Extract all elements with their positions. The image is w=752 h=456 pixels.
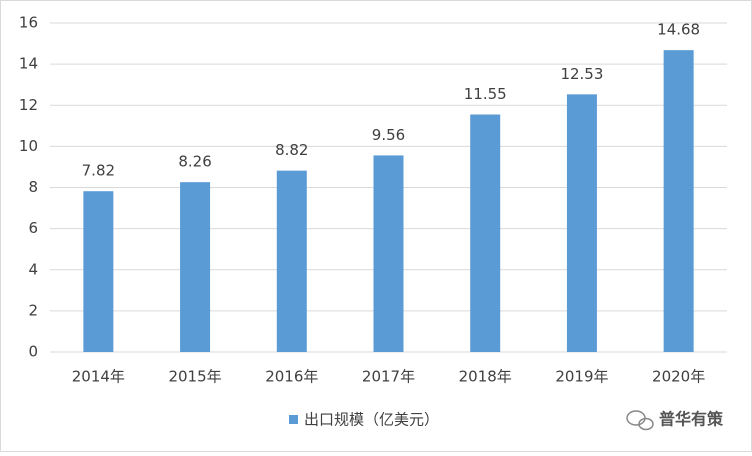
x-tick-label: 2015年 [168,368,221,386]
bar [470,114,501,352]
x-tick-label: 2014年 [72,368,125,386]
watermark-icon [626,410,654,431]
legend-label: 出口规模（亿美元） [304,411,439,429]
data-label: 8.82 [275,141,308,159]
y-tick-label: 8 [28,178,38,196]
x-tick-label: 2016年 [265,368,318,386]
y-tick-label: 0 [28,343,38,361]
x-tick-label: 2019年 [555,368,608,386]
data-label: 8.26 [178,153,211,171]
y-tick-label: 4 [28,260,38,278]
y-tick-label: 12 [19,96,38,114]
y-tick-label: 6 [28,219,38,237]
watermark: 普华有策 [659,410,724,429]
bar [83,191,114,352]
data-label: 7.82 [82,162,115,180]
data-label: 12.53 [560,65,603,83]
bar [180,182,211,352]
data-label: 14.68 [657,21,700,39]
bar [276,170,307,352]
y-tick-label: 16 [19,14,38,32]
data-label: 11.55 [464,85,507,103]
y-tick-label: 2 [28,301,38,319]
bar [663,50,694,353]
legend-swatch [289,415,298,424]
x-tick-label: 2020年 [652,368,705,386]
bar [566,94,597,353]
x-tick-label: 2017年 [362,368,415,386]
y-tick-label: 14 [19,55,38,73]
data-label: 9.56 [372,126,405,144]
y-tick-label: 10 [19,137,38,155]
bar [373,155,404,352]
x-tick-label: 2018年 [459,368,512,386]
